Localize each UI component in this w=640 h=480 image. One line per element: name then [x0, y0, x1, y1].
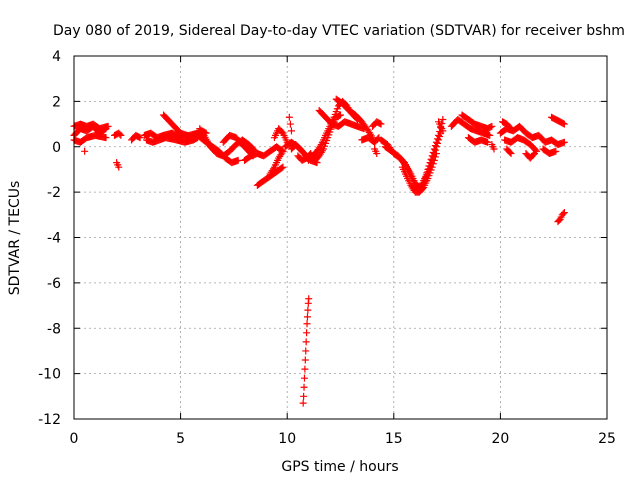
data-point — [318, 147, 326, 155]
data-point — [529, 151, 537, 159]
data-point — [303, 320, 311, 328]
data-point — [136, 134, 144, 142]
x-tick-label: 20 — [491, 431, 509, 447]
data-point — [117, 131, 125, 139]
data-point — [552, 147, 560, 155]
data-point — [116, 130, 124, 138]
x-tick-label: 25 — [598, 431, 616, 447]
y-tick-label: -8 — [47, 321, 61, 337]
data-point — [439, 127, 447, 135]
x-tick-label: 15 — [385, 431, 403, 447]
data-point — [429, 160, 437, 168]
data-point — [305, 295, 313, 303]
data-point — [301, 356, 309, 364]
y-tick-label: -10 — [38, 367, 61, 383]
data-point — [104, 122, 112, 130]
data-point — [279, 147, 287, 155]
data-point — [304, 306, 312, 314]
data-point — [337, 111, 344, 119]
data-point — [560, 209, 568, 217]
data-point — [285, 113, 293, 121]
data-point — [431, 146, 439, 154]
data-point — [559, 210, 567, 218]
plot-frame — [73, 55, 608, 420]
data-point — [303, 329, 311, 337]
data-point — [269, 165, 277, 173]
data-point — [287, 127, 295, 135]
data-point — [299, 399, 307, 407]
data-point — [435, 136, 443, 144]
data-point — [279, 163, 287, 171]
data-point — [506, 148, 514, 156]
chart-title: Day 080 of 2019, Sidereal Day-to-day VTE… — [53, 23, 625, 39]
y-tick-label: -6 — [47, 276, 61, 292]
y-tick-label: 4 — [52, 49, 61, 65]
data-point — [486, 131, 494, 139]
y-tick-label: -4 — [47, 231, 61, 247]
data-point — [434, 139, 442, 147]
data-point — [278, 149, 286, 157]
data-series-sdtvar — [70, 95, 568, 407]
y-tick-label: -12 — [38, 412, 61, 428]
data-point — [102, 134, 110, 142]
data-point — [432, 150, 440, 158]
data-point — [300, 383, 308, 391]
data-point — [439, 116, 447, 124]
data-point — [431, 153, 439, 161]
data-point — [436, 133, 444, 141]
data-point — [115, 163, 123, 171]
data-point — [531, 150, 539, 158]
data-point — [560, 120, 568, 128]
data-point — [189, 134, 197, 142]
y-axis-label: SDTVAR / TECUs — [7, 181, 23, 296]
data-point — [507, 150, 515, 158]
y-tick-labels: -12 -10 -8 -6 -4 -2 0 2 4 — [38, 49, 61, 428]
data-point — [532, 146, 540, 154]
data-point — [374, 135, 382, 143]
data-point — [300, 392, 308, 400]
data-point — [302, 347, 310, 355]
data-point — [234, 156, 242, 164]
data-point — [373, 150, 381, 158]
data-point — [302, 338, 310, 346]
data-point — [301, 365, 309, 373]
grid — [74, 56, 607, 419]
y-tick-label: 2 — [52, 94, 61, 110]
data-point — [490, 145, 498, 153]
y-tick-label: 0 — [52, 140, 61, 156]
x-axis-label: GPS time / hours — [281, 459, 398, 475]
data-point — [199, 130, 207, 138]
data-point — [303, 313, 311, 321]
data-point — [300, 374, 308, 382]
data-point — [488, 122, 496, 130]
data-point — [428, 163, 436, 171]
y-tick-label: -2 — [47, 185, 61, 201]
data-point — [286, 120, 294, 128]
x-tick-label: 0 — [70, 431, 79, 447]
x-tick-label: 5 — [176, 431, 185, 447]
data-point — [484, 138, 492, 146]
data-point — [278, 164, 286, 172]
data-point — [81, 147, 89, 155]
x-tick-label: 10 — [278, 431, 296, 447]
data-point — [560, 138, 568, 146]
x-tick-labels: 0 5 10 15 20 25 — [70, 431, 616, 447]
data-point — [377, 120, 385, 128]
data-point — [432, 143, 440, 151]
data-point — [430, 156, 438, 164]
